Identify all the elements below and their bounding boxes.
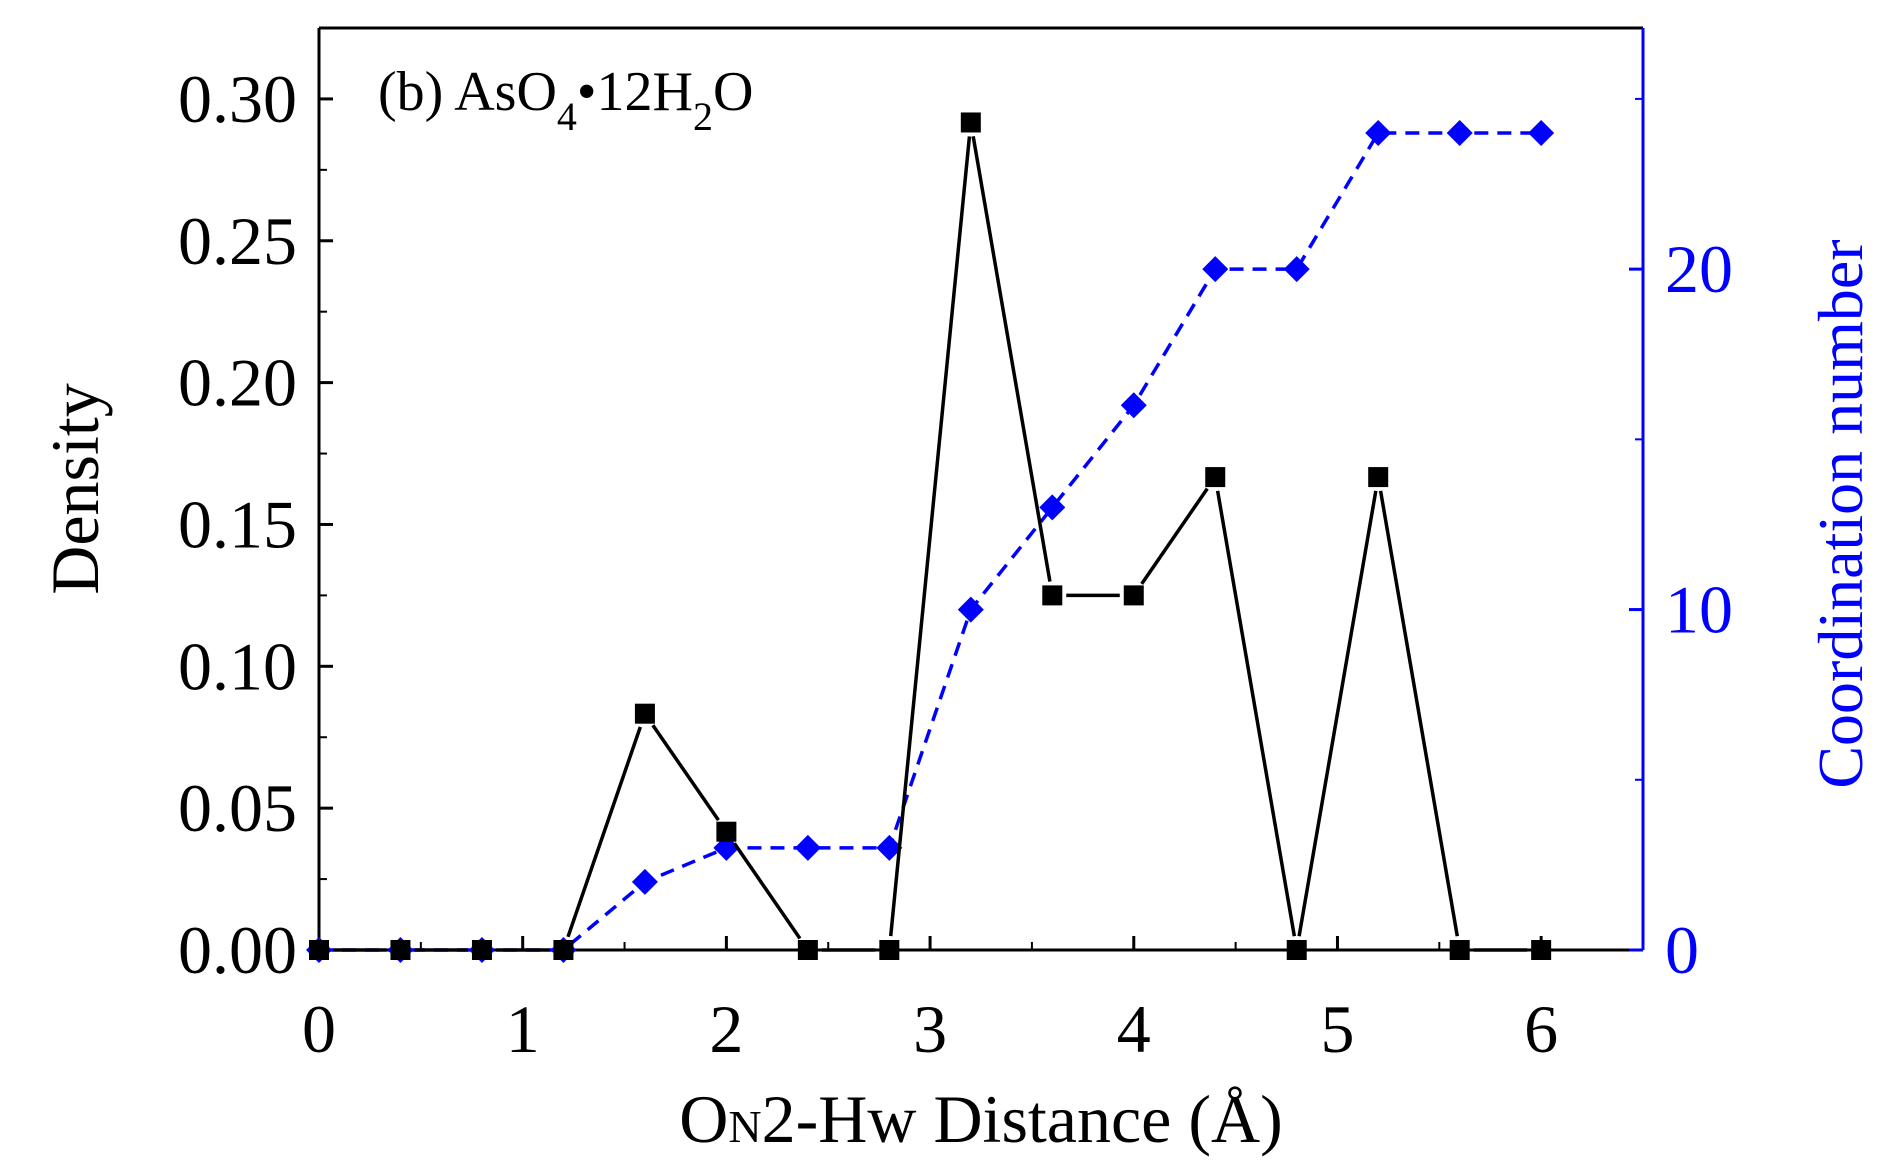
coordination-point bbox=[631, 868, 658, 895]
density-point bbox=[1123, 585, 1144, 606]
coordination-point bbox=[1446, 119, 1473, 146]
density-point bbox=[879, 940, 900, 960]
density-line-segment bbox=[651, 724, 720, 822]
density-point bbox=[1531, 940, 1552, 960]
y-right-tick-label: 20 bbox=[1665, 231, 1733, 307]
density-series bbox=[309, 112, 1552, 960]
x-tick-label: 3 bbox=[913, 991, 947, 1067]
y-left-tick-label: 0.15 bbox=[178, 486, 297, 562]
y-left-tick-label: 0.10 bbox=[178, 628, 297, 704]
y-right-axis-ticks: 0 10 20 bbox=[1629, 97, 1733, 988]
y-left-axis-label: Density bbox=[37, 383, 113, 595]
x-tick-label: 6 bbox=[1524, 991, 1558, 1067]
y-left-tick-label: 0.25 bbox=[178, 203, 297, 279]
density-line-segment bbox=[1297, 490, 1378, 937]
density-point bbox=[390, 940, 411, 960]
coordination-point bbox=[1120, 392, 1147, 419]
coordination-point bbox=[1283, 256, 1310, 283]
density-line-segment bbox=[732, 842, 802, 940]
density-point bbox=[634, 703, 655, 724]
density-point bbox=[1368, 467, 1389, 488]
y-left-tick-label: 0.30 bbox=[178, 61, 297, 137]
density-point bbox=[1042, 585, 1063, 606]
panel-annotation: (b) AsO4•12H2O bbox=[378, 61, 753, 139]
density-point bbox=[716, 821, 737, 842]
y-left-axis-ticks: 0.00 0.05 0.10 0.15 0.20 0.25 0.30 bbox=[178, 27, 333, 988]
coordination-point bbox=[876, 834, 903, 861]
y-left-tick-label: 0.20 bbox=[178, 345, 297, 421]
coordination-line bbox=[319, 131, 1542, 952]
x-axis-ticks: 0 1 2 3 4 5 6 bbox=[302, 936, 1558, 1067]
x-tick-label: 1 bbox=[506, 991, 540, 1067]
density-point bbox=[1286, 940, 1307, 960]
x-tick-label: 4 bbox=[1117, 991, 1151, 1067]
x-tick-label: 0 bbox=[302, 991, 336, 1067]
x-tick-label: 2 bbox=[709, 991, 743, 1067]
density-line-segment bbox=[888, 136, 972, 937]
density-point bbox=[960, 112, 981, 133]
density-point bbox=[1205, 467, 1226, 488]
coordination-point bbox=[957, 596, 984, 623]
density-line-segment bbox=[1378, 490, 1460, 937]
density-line-segment bbox=[566, 726, 642, 938]
y-right-tick-label: 0 bbox=[1665, 912, 1699, 988]
coordination-point bbox=[794, 834, 821, 861]
density-line-segment bbox=[971, 135, 1052, 582]
y-right-axis-label: Coordination number bbox=[1805, 239, 1876, 788]
coordination-point bbox=[1365, 119, 1392, 146]
density-point bbox=[553, 940, 574, 960]
density-line-segment bbox=[1215, 490, 1297, 937]
y-left-tick-label: 0.05 bbox=[178, 770, 297, 846]
coordination-point bbox=[1039, 494, 1066, 521]
y-left-tick-label: 0.00 bbox=[178, 912, 297, 988]
density-point bbox=[1449, 940, 1470, 960]
density-line-segment bbox=[1140, 487, 1209, 585]
density-point bbox=[797, 940, 818, 960]
coordination-point bbox=[1528, 119, 1555, 146]
y-right-tick-label: 10 bbox=[1665, 572, 1733, 648]
coordination-point bbox=[1202, 256, 1229, 283]
density-point bbox=[471, 940, 492, 960]
x-tick-label: 5 bbox=[1320, 991, 1354, 1067]
x-axis-label: ON2-Hw Distance (Å) bbox=[679, 1081, 1283, 1157]
density-point bbox=[309, 940, 329, 960]
